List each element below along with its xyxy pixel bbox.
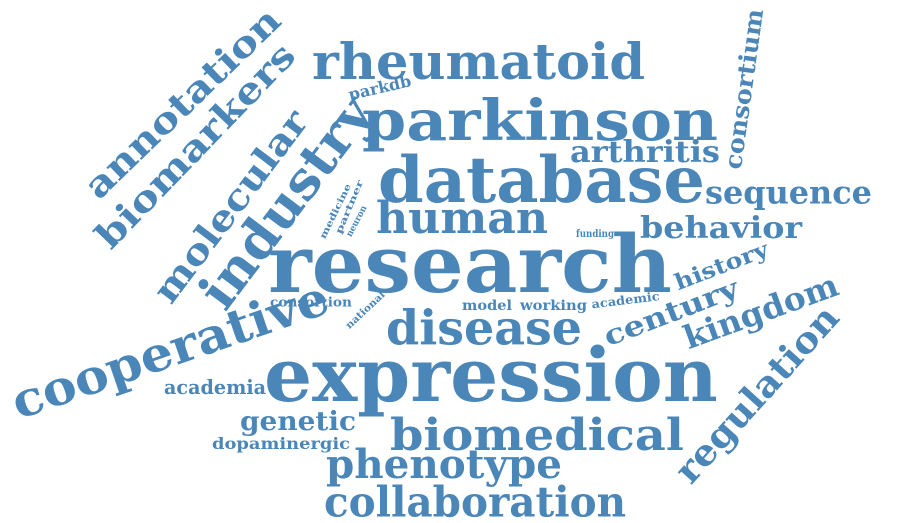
word-consortion: consortion (270, 295, 353, 311)
word-sequence: sequence (705, 173, 872, 212)
word-model: model (462, 297, 513, 314)
word-database: database (378, 142, 705, 218)
word-arthritis: arthritis (570, 135, 720, 170)
word-biomedical: biomedical (390, 409, 684, 461)
word-human: human (376, 192, 549, 244)
word-phenotype: phenotype (326, 441, 562, 488)
word-parkinson: parkinson (362, 88, 719, 155)
word-research: research (268, 217, 672, 311)
word-genetic: genetic (240, 407, 356, 438)
word-collaboration: collaboration (324, 477, 627, 523)
word-rheumatoid: rheumatoid (312, 32, 646, 91)
word-dopaminergic: dopaminergic (212, 434, 351, 454)
word-working: working (520, 297, 588, 314)
word-behavior: behavior (640, 211, 803, 246)
word-consortium: consortium (718, 6, 770, 171)
word-disease: disease (386, 300, 583, 357)
word-funding: funding (576, 229, 615, 240)
word-expression: expression (264, 332, 718, 419)
word-academia: academia (164, 375, 267, 399)
